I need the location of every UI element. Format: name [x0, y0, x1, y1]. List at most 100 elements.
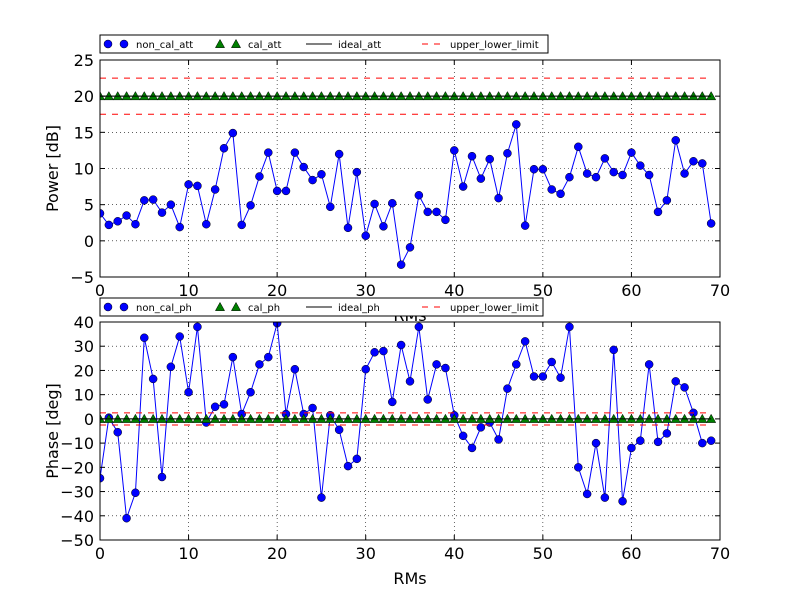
data-point-non_cal_att: [609, 167, 618, 177]
data-point-non_cal_ph: [618, 496, 627, 506]
data-point-non_cal_att: [388, 198, 397, 208]
data-point-non_cal_att: [485, 154, 494, 164]
legend-label: non_cal_att: [136, 40, 193, 51]
data-point-non_cal_ph: [538, 372, 548, 381]
data-point-non_cal_ph: [264, 352, 273, 362]
x-tick-label: 60: [621, 281, 641, 300]
data-point-non_cal_att: [698, 159, 707, 168]
data-point-non_cal_att: [299, 162, 308, 172]
legend: non_cal_ph cal_ph ideal_ph upper_lower_limi…: [99, 297, 544, 317]
data-point-non_cal_ph: [396, 340, 406, 350]
y-axis-label: Phase [deg]: [43, 383, 62, 479]
series-line-non_cal_att: [100, 124, 712, 267]
data-point-non_cal_ph: [423, 395, 432, 404]
legend-marker-cal_ph: [214, 301, 226, 311]
data-point-non_cal_att: [352, 167, 362, 177]
data-point-non_cal_att: [662, 196, 672, 205]
data-point-non_cal_ph: [680, 383, 689, 392]
series-line-non_cal_ph: [100, 323, 712, 519]
x-tick-label: 10: [178, 544, 198, 563]
data-point-non_cal_ph: [706, 436, 716, 445]
data-point-non_cal_ph: [361, 364, 370, 374]
data-point-non_cal_att: [246, 201, 255, 210]
data-point-non_cal_ph: [308, 403, 317, 413]
y-tick-label: −30: [60, 483, 94, 502]
legend-marker-cal_att: [230, 38, 242, 48]
y-tick-label: 30: [74, 337, 94, 356]
data-point-non_cal_ph: [698, 438, 707, 448]
data-point-non_cal_att: [529, 164, 539, 174]
data-point-non_cal_att: [210, 185, 220, 194]
data-point-non_cal_att: [547, 185, 556, 194]
data-point-non_cal_att: [157, 208, 167, 217]
data-point-non_cal_att: [272, 186, 282, 196]
data-point-non_cal_att: [432, 207, 441, 217]
y-tick-label: 10: [74, 386, 94, 405]
data-point-non_cal_att: [627, 148, 636, 157]
data-point-non_cal_ph: [210, 402, 220, 412]
data-point-non_cal_att: [600, 154, 610, 163]
data-point-non_cal_att: [219, 143, 229, 153]
data-point-non_cal_att: [680, 169, 689, 178]
y-tick-label: −20: [60, 458, 94, 477]
x-tick-label: 70: [710, 544, 730, 563]
data-point-non_cal_att: [175, 222, 184, 232]
y-tick-label: −50: [60, 531, 94, 550]
y-tick-label: −5: [70, 268, 94, 287]
x-tick-label: 30: [356, 544, 376, 563]
data-point-non_cal_ph: [148, 374, 158, 384]
legend-label: ideal_ph: [338, 303, 380, 314]
legend-label: ideal_att: [338, 40, 381, 51]
y-tick-label: 25: [74, 51, 94, 70]
data-point-non_cal_att: [131, 219, 140, 229]
legend-marker-cal_att: [214, 38, 226, 48]
data-point-non_cal_att: [520, 221, 530, 230]
y-tick-label: 40: [74, 313, 94, 332]
data-point-non_cal_att: [618, 170, 627, 180]
legend-label: cal_ph: [248, 303, 280, 314]
y-tick-label: 0: [84, 232, 94, 251]
data-point-non_cal_ph: [379, 346, 388, 356]
data-point-non_cal_att: [450, 146, 459, 155]
data-point-non_cal_ph: [405, 377, 415, 386]
data-point-non_cal_ph: [131, 488, 140, 498]
x-tick-label: 30: [356, 281, 376, 300]
y-tick-label: −10: [60, 434, 94, 453]
data-point-non_cal_ph: [352, 454, 362, 464]
data-point-non_cal_ph: [157, 472, 167, 482]
data-point-non_cal_ph: [582, 489, 592, 499]
data-point-non_cal_att: [228, 128, 238, 138]
data-point-non_cal_att: [308, 175, 317, 185]
x-tick-label: 20: [267, 281, 287, 300]
data-point-non_cal_ph: [565, 322, 574, 332]
data-point-non_cal_att: [104, 220, 114, 230]
data-point-non_cal_ph: [644, 360, 654, 369]
plot-frame: [99, 321, 721, 541]
legend-label: upper_lower_limit: [450, 40, 539, 51]
data-point-non_cal_att: [148, 195, 158, 204]
data-point-non_cal_att: [441, 215, 450, 225]
y-tick-label: 10: [74, 160, 94, 179]
x-tick-label: 0: [95, 544, 105, 563]
data-point-non_cal_att: [202, 219, 211, 229]
data-point-non_cal_ph: [140, 333, 149, 342]
data-point-non_cal_att: [184, 180, 193, 189]
data-point-non_cal_ph: [671, 377, 680, 386]
data-point-non_cal_att: [264, 148, 273, 157]
legend-marker-non_cal_att: [103, 39, 113, 49]
data-point-non_cal_att: [458, 182, 468, 191]
data-point-non_cal_att: [100, 209, 105, 218]
data-point-non_cal_ph: [255, 360, 264, 369]
data-point-non_cal_ph: [184, 387, 193, 397]
data-point-non_cal_att: [113, 217, 122, 226]
data-point-non_cal_ph: [574, 463, 583, 472]
legend-label: upper_lower_limit: [450, 303, 539, 314]
data-point-non_cal_att: [644, 170, 654, 180]
data-point-non_cal_att: [405, 243, 415, 252]
data-point-non_cal_ph: [290, 364, 300, 374]
data-point-non_cal_att: [370, 199, 379, 209]
data-point-non_cal_ph: [662, 429, 672, 438]
data-point-non_cal_att: [379, 222, 388, 231]
data-point-non_cal_att: [653, 207, 663, 217]
